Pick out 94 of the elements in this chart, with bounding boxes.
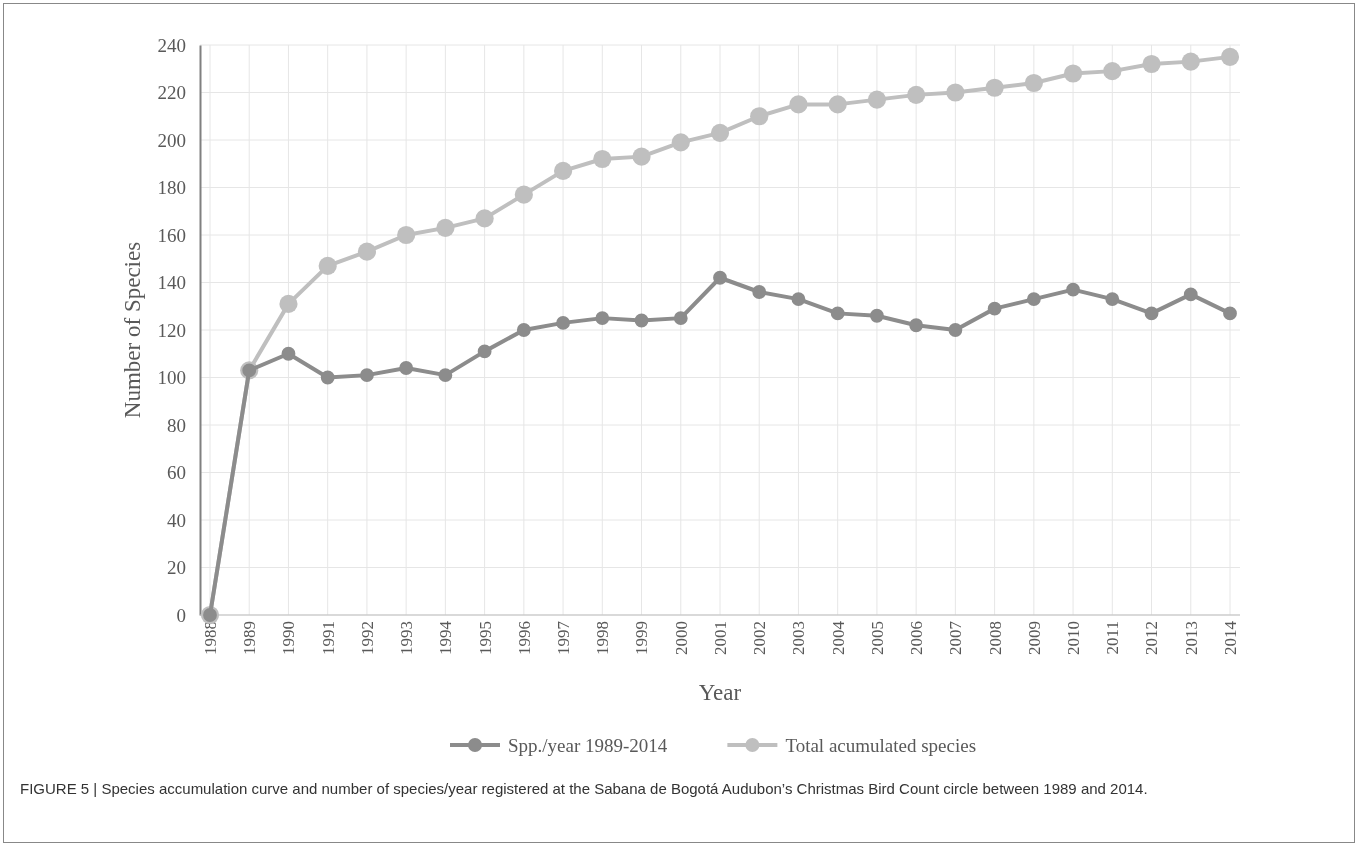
point [634,313,649,328]
y-tick-label: 100 [157,367,186,389]
x-tick-label: 2006 [907,621,927,655]
x-tick-label: 1997 [554,620,574,655]
point [595,311,610,326]
point [516,323,531,337]
x-tick-label: 1989 [240,621,260,655]
point [477,344,492,359]
point [987,301,1002,316]
point [673,311,688,326]
point [436,218,455,237]
x-tick-label: 2000 [671,621,691,655]
x-tick-label: 1992 [357,621,377,655]
point [1183,287,1198,302]
y-tick-label: 60 [167,462,186,484]
y-axis-title: Number of Species [120,241,145,419]
point [828,95,847,114]
point [1063,64,1083,83]
x-tick-label: 1995 [475,621,495,655]
point [357,242,377,261]
point [909,318,924,333]
point [713,270,727,285]
x-tick-label: 2007 [946,620,966,655]
legend-label: Total acumulated species [785,734,977,756]
point [750,107,769,126]
y-tick-label: 20 [167,557,186,579]
point [830,306,845,321]
x-tick-label: 2011 [1103,621,1123,655]
point [318,256,337,275]
y-tick-label: 240 [157,34,186,56]
x-tick-label: 2014 [1220,620,1240,655]
point [593,149,612,169]
point [475,209,494,228]
point [556,315,570,330]
point [397,225,416,245]
x-tick-label: 2001 [710,621,730,655]
x-tick-label: 1998 [593,621,613,655]
x-tick-label: 1994 [436,620,456,655]
x-tick-label: 1990 [279,621,299,655]
x-tick-label: 1993 [397,621,417,655]
point [752,285,767,299]
x-tick-label: 2002 [750,621,770,655]
point [279,294,298,313]
point [985,78,1004,97]
x-axis-title: Year [698,680,742,705]
x-tick-label: 2012 [1142,621,1162,655]
point [948,323,963,337]
x-tick-label: 1996 [514,621,534,655]
point [1024,73,1043,93]
point [553,161,573,180]
y-tick-label: 160 [157,224,186,246]
x-tick-label: 2003 [789,621,809,655]
point [671,133,690,152]
point [907,85,926,104]
x-tick-label: 1999 [632,621,652,655]
point [514,185,533,204]
x-tick-label: 2009 [1024,621,1044,655]
point [1026,292,1041,307]
point [281,346,296,361]
point [360,368,374,383]
point [789,95,808,114]
y-tick-label: 180 [157,177,186,199]
point [870,308,884,323]
point [1103,62,1122,81]
point [1105,292,1120,307]
point [1181,52,1200,71]
y-tick-label: 140 [157,272,186,294]
y-tick-label: 80 [167,414,186,436]
point [438,368,453,383]
legend-label: Spp./year 1989-2014 [508,734,668,756]
x-tick-label: 2005 [867,621,887,655]
point [946,83,965,102]
point [399,361,414,375]
y-tick-label: 40 [167,509,186,531]
y-tick-label: 200 [157,129,186,151]
point [1142,54,1161,74]
point [791,292,806,307]
x-tick-label: 1991 [318,621,338,655]
y-tick-label: 120 [157,319,186,341]
point [867,90,887,109]
point [710,123,730,142]
point [1144,306,1159,321]
x-tick-label: 2010 [1064,621,1084,655]
point [632,147,651,166]
point [320,370,335,385]
y-tick-label: 220 [157,82,186,104]
x-tick-label: 2004 [828,620,848,655]
point [1066,282,1080,297]
x-tick-label: 2008 [985,621,1005,655]
point [1223,306,1237,321]
y-tick-label: 0 [176,604,186,626]
point [1220,47,1240,66]
x-tick-label: 2013 [1181,621,1201,655]
caption: FIGURE 5 | Species accumulation curve and number of species/year registered at the Sabana de Bogotá Audubon’s Christmas Bird Count circle between 1989 and 2014. [20,779,1149,799]
